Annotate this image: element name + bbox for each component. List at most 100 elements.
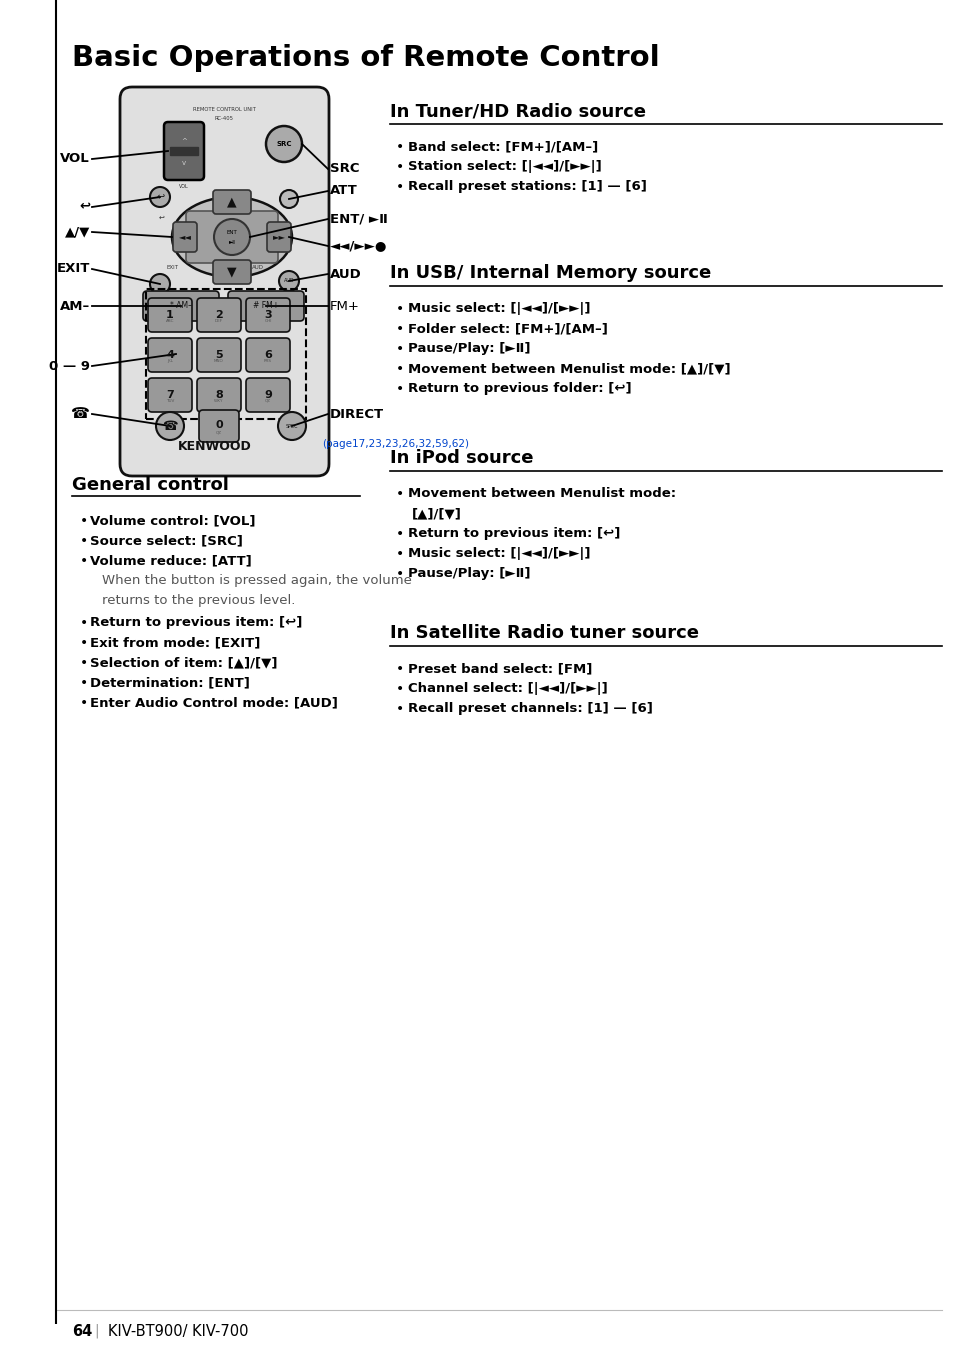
Text: •: • (395, 180, 404, 194)
FancyBboxPatch shape (199, 410, 239, 441)
Text: Music select: [|◄◄]/[►►|]: Music select: [|◄◄]/[►►|] (408, 547, 590, 561)
Text: * AM–: * AM– (170, 302, 192, 310)
Text: 0 — 9: 0 — 9 (49, 360, 90, 372)
FancyBboxPatch shape (148, 338, 192, 372)
Text: Selection of item: [▲]/[▼]: Selection of item: [▲]/[▼] (90, 655, 277, 669)
Text: QZ: QZ (265, 399, 271, 403)
Text: •: • (80, 554, 89, 567)
Text: JKL: JKL (167, 359, 172, 363)
Circle shape (150, 187, 170, 207)
Bar (170, 148, 198, 154)
Text: Band select: [FM+]/[AM–]: Band select: [FM+]/[AM–] (408, 139, 598, 153)
Circle shape (278, 271, 298, 291)
Text: Channel select: [|◄◄]/[►►|]: Channel select: [|◄◄]/[►►|] (408, 682, 607, 695)
Text: DEF: DEF (214, 320, 223, 324)
FancyBboxPatch shape (246, 378, 290, 412)
Text: Music select: [|◄◄]/[►►|]: Music select: [|◄◄]/[►►|] (408, 302, 590, 315)
FancyBboxPatch shape (196, 378, 241, 412)
Text: •: • (395, 160, 404, 175)
Text: SPEC: SPEC (286, 424, 298, 428)
FancyBboxPatch shape (186, 211, 277, 263)
Text: AUD: AUD (252, 265, 264, 269)
Text: ◄◄/►►●: ◄◄/►►● (330, 240, 387, 252)
Text: 0: 0 (215, 420, 223, 431)
Text: ↩: ↩ (157, 192, 165, 202)
Text: ENT: ENT (227, 229, 237, 234)
Text: In USB/ Internal Memory source: In USB/ Internal Memory source (390, 264, 711, 282)
Text: 1: 1 (166, 310, 173, 320)
Ellipse shape (172, 196, 292, 278)
Circle shape (213, 219, 250, 255)
Text: •: • (80, 655, 89, 670)
Text: ↩: ↩ (159, 215, 165, 221)
Text: •: • (395, 662, 404, 676)
Text: AUD: AUD (283, 279, 294, 283)
Text: KENWOOD: KENWOOD (177, 440, 251, 452)
Text: WXY: WXY (214, 399, 224, 403)
Text: •: • (80, 533, 89, 548)
FancyBboxPatch shape (148, 378, 192, 412)
Text: •: • (80, 676, 89, 691)
Text: Station select: [|◄◄]/[►►|]: Station select: [|◄◄]/[►►|] (408, 160, 601, 173)
Text: 64: 64 (71, 1324, 92, 1339)
Text: In Tuner/HD Radio source: In Tuner/HD Radio source (390, 102, 645, 121)
Text: Determination: [ENT]: Determination: [ENT] (90, 676, 250, 689)
Text: Return to previous item: [↩]: Return to previous item: [↩] (90, 616, 302, 630)
FancyBboxPatch shape (172, 222, 196, 252)
Text: AM–: AM– (60, 299, 90, 313)
Text: Basic Operations of Remote Control: Basic Operations of Remote Control (71, 43, 659, 72)
Text: •: • (395, 682, 404, 696)
Text: 7: 7 (166, 390, 173, 399)
Text: Recall preset stations: [1] — [6]: Recall preset stations: [1] — [6] (408, 180, 646, 194)
FancyBboxPatch shape (213, 190, 251, 214)
Text: •: • (395, 343, 404, 356)
Text: v: v (182, 160, 186, 167)
Text: MNO: MNO (213, 359, 224, 363)
Text: Volume reduce: [ATT]: Volume reduce: [ATT] (90, 554, 252, 567)
Text: ↩: ↩ (79, 200, 90, 214)
Text: Movement between Menulist mode:: Movement between Menulist mode: (408, 487, 676, 500)
Text: Return to previous item: [↩]: Return to previous item: [↩] (408, 527, 619, 540)
Text: Exit from mode: [EXIT]: Exit from mode: [EXIT] (90, 636, 260, 649)
Text: •: • (80, 616, 89, 630)
Text: Source select: [SRC]: Source select: [SRC] (90, 533, 243, 547)
Text: EXIT: EXIT (167, 265, 179, 269)
Text: ATT: ATT (330, 184, 357, 198)
FancyBboxPatch shape (143, 291, 219, 321)
Text: •: • (80, 696, 89, 709)
Text: •: • (395, 382, 404, 395)
Text: In Satellite Radio tuner source: In Satellite Radio tuner source (390, 624, 699, 642)
Text: SRC: SRC (276, 141, 292, 148)
Text: 4: 4 (166, 349, 173, 360)
Text: FM+: FM+ (330, 299, 359, 313)
Text: Enter Audio Control mode: [AUD]: Enter Audio Control mode: [AUD] (90, 696, 337, 709)
Text: Pause/Play: [►Ⅱ]: Pause/Play: [►Ⅱ] (408, 567, 530, 580)
Text: Pause/Play: [►Ⅱ]: Pause/Play: [►Ⅱ] (408, 343, 530, 355)
Text: VOL: VOL (60, 153, 90, 165)
Text: ^: ^ (181, 138, 187, 144)
Circle shape (156, 412, 184, 440)
Text: •: • (395, 139, 404, 154)
Text: 3: 3 (264, 310, 272, 320)
Text: •: • (80, 636, 89, 650)
Text: DIRECT: DIRECT (330, 408, 384, 421)
Text: •: • (395, 547, 404, 561)
FancyBboxPatch shape (246, 298, 290, 332)
Text: |: | (94, 1324, 98, 1339)
Text: 5: 5 (215, 349, 223, 360)
Text: Recall preset channels: [1] — [6]: Recall preset channels: [1] — [6] (408, 701, 652, 715)
Text: •: • (395, 302, 404, 315)
FancyBboxPatch shape (213, 260, 251, 284)
Text: (page17,23,23,26,32,59,62): (page17,23,23,26,32,59,62) (322, 439, 469, 450)
Text: ENT/ ►Ⅱ: ENT/ ►Ⅱ (330, 213, 388, 226)
Text: QZ: QZ (215, 431, 222, 435)
Text: 6: 6 (264, 349, 272, 360)
Text: When the button is pressed again, the volume: When the button is pressed again, the vo… (102, 574, 412, 588)
Text: Preset band select: [FM]: Preset band select: [FM] (408, 662, 592, 676)
Text: •: • (395, 527, 404, 542)
Text: RC-405: RC-405 (214, 116, 233, 121)
Text: Folder select: [FM+]/[AM–]: Folder select: [FM+]/[AM–] (408, 322, 607, 334)
Text: returns to the previous level.: returns to the previous level. (102, 594, 295, 607)
Text: In iPod source: In iPod source (390, 450, 533, 467)
Text: ABC: ABC (166, 320, 174, 324)
